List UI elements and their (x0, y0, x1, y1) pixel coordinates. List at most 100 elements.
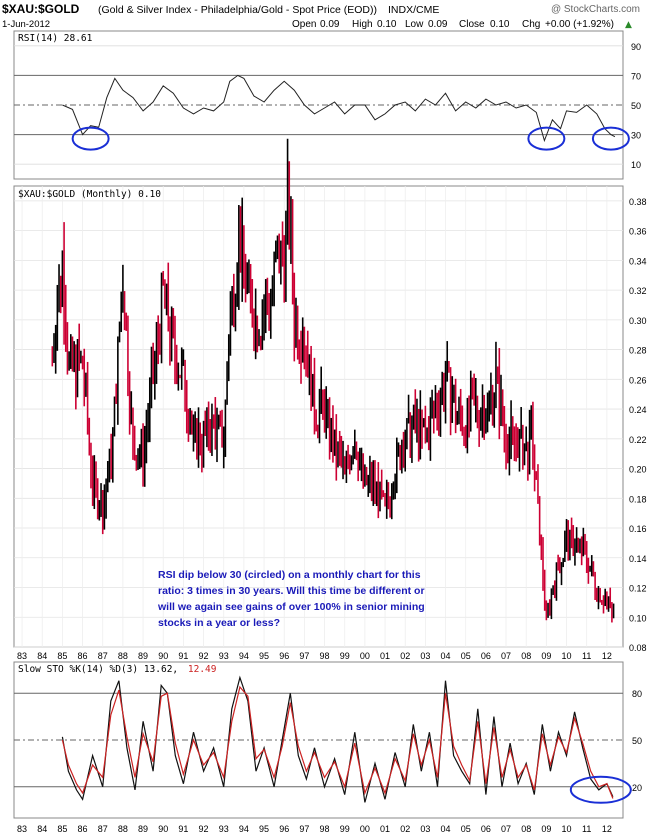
x-axis-label: 98 (320, 651, 330, 661)
price-tick-label: 0.18 (629, 494, 647, 504)
watermark: @ StockCharts.com (551, 4, 640, 15)
quote-high-label: High (352, 19, 373, 30)
x-axis-label: 93 (219, 651, 229, 661)
chart-exchange: INDX/CME (388, 4, 439, 16)
price-tick-label: 0.08 (629, 643, 647, 653)
sto-panel: 80 50 20 Slow STO %K(14) %D(3) 13.62, 12.4… (13, 661, 642, 819)
rsi-y-axis: 90 70 50 30 10 (631, 42, 641, 170)
x-axis-label: 00 (360, 824, 370, 834)
x-axis-label: 94 (239, 651, 249, 661)
x-axis-label: 05 (461, 824, 471, 834)
rsi-tick-label: 10 (631, 160, 641, 170)
quote-low-label: Low (405, 19, 424, 30)
x-axis-label: 96 (279, 651, 289, 661)
x-axis-label: 83 (17, 824, 27, 834)
x-axis-label: 85 (57, 651, 67, 661)
price-panel: 0.38 0.36 0.34 0.32 0.30 0.28 0.26 0.24 0.22 0.20… (13, 138, 647, 653)
sto-legend: Slow STO %K(14) %D(3) 13.62, 12.49 (18, 664, 217, 675)
x-axis-label: 95 (259, 824, 269, 834)
x-axis-label: 01 (380, 651, 390, 661)
change-up-arrow-icon: ▲ (625, 20, 632, 30)
sto-tick-label: 80 (632, 689, 642, 699)
x-axis-label: 99 (340, 824, 350, 834)
x-axis-label: 91 (178, 824, 188, 834)
price-gridlines (14, 186, 623, 648)
x-axis-label: 89 (138, 824, 148, 834)
x-axis-label: 12 (602, 824, 612, 834)
x-axis-label: 91 (178, 651, 188, 661)
x-axis-label: 08 (521, 651, 531, 661)
rsi-tick-label: 30 (631, 131, 641, 141)
rsi-tick-label: 90 (631, 42, 641, 52)
x-axis-label: 02 (400, 824, 410, 834)
price-tick-label: 0.38 (629, 197, 647, 207)
rsi-tick-label: 50 (631, 101, 641, 111)
price-tick-label: 0.10 (629, 613, 647, 623)
x-axis-label: 05 (461, 651, 471, 661)
rsi-panel: 90 70 50 30 10 RSI(14) 28.61 (13, 30, 641, 180)
quote-summary: Open 0.09 High 0.10 Low 0.09 Close 0.10 … (292, 19, 614, 30)
x-axis-label: 04 (441, 824, 451, 834)
rsi-legend: RSI(14) 28.61 (18, 33, 93, 44)
annotation-line: ratio: 3 times in 30 years. Will this ti… (158, 585, 425, 597)
sto-legend-d: 12.49 (188, 664, 217, 675)
price-tick-label: 0.26 (629, 375, 647, 385)
rsi-line (62, 74, 616, 143)
annotation-line: stocks in a year or less? (158, 617, 280, 629)
x-axis-label: 07 (501, 824, 511, 834)
rsi-highlight-circle (591, 126, 630, 151)
x-axis-label: 04 (441, 651, 451, 661)
x-axis-label: 94 (239, 824, 249, 834)
x-axis-bottom: 83 84 85 86 87 88 89 90 91 92 93 94 95 96 97 98 99 00 01 02… (17, 824, 612, 834)
x-axis-label: 03 (420, 824, 430, 834)
price-tick-label: 0.20 (629, 465, 647, 475)
x-axis-label: 00 (360, 651, 370, 661)
x-axis-label: 06 (481, 651, 491, 661)
x-axis-label: 90 (158, 651, 168, 661)
price-legend: $XAU:$GOLD (Monthly) 0.10 (18, 189, 161, 200)
price-tick-label: 0.14 (629, 554, 647, 564)
x-axis-label: 84 (37, 651, 47, 661)
x-axis-label: 12 (602, 651, 612, 661)
price-y-axis: 0.38 0.36 0.34 0.32 0.30 0.28 0.26 0.24 0.22 0.20… (629, 197, 647, 653)
x-axis-label: 09 (541, 651, 551, 661)
price-tick-label: 0.30 (629, 316, 647, 326)
x-axis-label: 07 (501, 651, 511, 661)
price-bars (51, 138, 615, 623)
x-axis-label: 85 (57, 824, 67, 834)
x-axis-label: 98 (320, 824, 330, 834)
quote-close-value: 0.10 (490, 19, 510, 30)
x-axis-label: 92 (199, 651, 209, 661)
x-axis-label: 87 (98, 651, 108, 661)
quote-open-value: 0.09 (320, 19, 340, 30)
price-tick-label: 0.12 (629, 584, 647, 594)
x-axis-label: 03 (420, 651, 430, 661)
x-axis-label: 93 (219, 824, 229, 834)
quote-open-label: Open (292, 19, 316, 30)
quote-high-value: 0.10 (377, 19, 397, 30)
x-axis-label: 86 (78, 651, 88, 661)
sto-legend-prefix: Slow STO %K(14) %D(3) 13.62, (18, 664, 178, 675)
chart-description: (Gold & Silver Index - Philadelphia/Gold… (98, 4, 377, 16)
sto-gridlines (14, 692, 623, 788)
x-axis-label: 99 (340, 651, 350, 661)
price-tick-label: 0.16 (629, 524, 647, 534)
x-axis-label: 01 (380, 824, 390, 834)
x-axis-label: 10 (562, 651, 572, 661)
quote-low-value: 0.09 (428, 19, 448, 30)
x-axis-label: 95 (259, 651, 269, 661)
price-tick-label: 0.24 (629, 405, 647, 415)
rsi-gridlines (14, 45, 623, 165)
x-axis-label: 92 (199, 824, 209, 834)
price-tick-label: 0.32 (629, 286, 647, 296)
x-axis-label: 10 (562, 824, 572, 834)
price-tick-label: 0.22 (629, 435, 647, 445)
x-axis-label: 96 (279, 824, 289, 834)
quote-close-label: Close (459, 19, 485, 30)
x-axis-label: 06 (481, 824, 491, 834)
x-axis-label: 08 (521, 824, 531, 834)
price-tick-label: 0.36 (629, 227, 647, 237)
x-axis-label: 90 (158, 824, 168, 834)
quote-change-value: +0.00 (+1.92%) (545, 19, 614, 30)
